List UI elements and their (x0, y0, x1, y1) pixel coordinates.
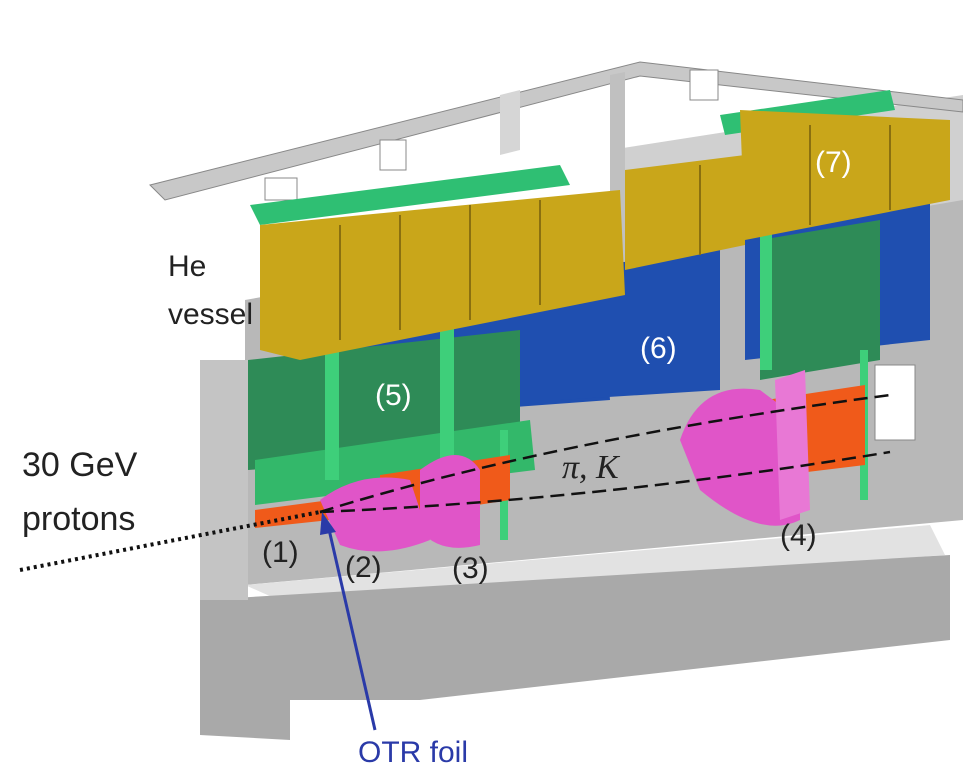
beam-label: protons (22, 500, 135, 538)
component-label: (5) (375, 379, 412, 412)
diagram: He vessel 30 GeV protons π, K OTR foil (… (0, 0, 963, 768)
otr-foil-label: OTR foil (358, 736, 468, 768)
particles-label: π, K (562, 449, 621, 486)
beam-label: 30 GeV (22, 446, 138, 484)
component-label: (1) (262, 536, 299, 569)
component-label: (2) (345, 551, 382, 584)
component-label: (4) (780, 519, 817, 552)
he-label: He (168, 250, 206, 283)
vessel-label: vessel (168, 298, 253, 331)
component-label: (3) (452, 552, 489, 585)
component-label: (6) (640, 332, 677, 365)
component-label: (7) (815, 146, 852, 179)
